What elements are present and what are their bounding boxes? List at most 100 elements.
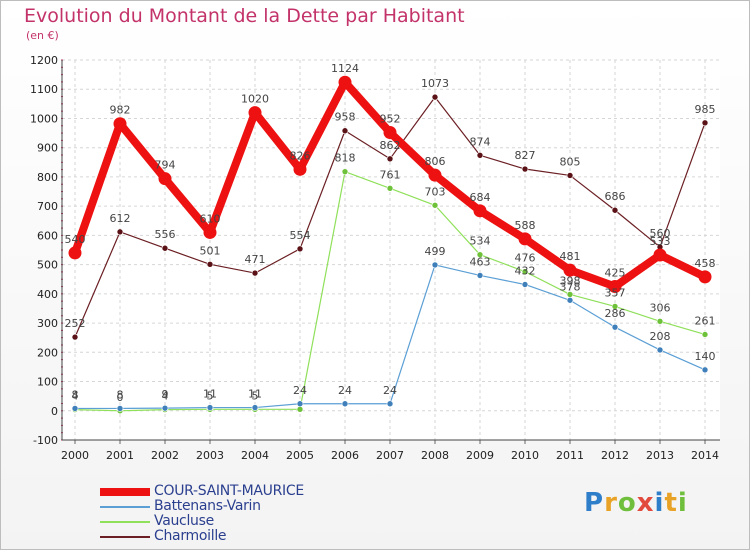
x-tick-label: 2000 [61, 449, 89, 462]
data-point [611, 206, 619, 214]
chart-title: Evolution du Montant de la Dette par Hab… [24, 5, 465, 27]
data-point [476, 251, 484, 258]
data-point [653, 248, 667, 262]
data-label: 818 [335, 152, 356, 165]
data-point [161, 404, 169, 412]
series-layer [68, 75, 712, 415]
data-point [251, 269, 259, 277]
data-point [656, 346, 664, 354]
data-point [341, 400, 349, 408]
data-point [611, 303, 619, 310]
x-tick-label: 2006 [331, 449, 359, 462]
x-tick-label: 2011 [556, 449, 584, 462]
logo-letter: i [654, 488, 665, 518]
data-label: 481 [560, 250, 581, 263]
data-point [428, 168, 442, 182]
data-label: 4 [72, 390, 79, 403]
data-label: 378 [560, 280, 581, 293]
data-label: 463 [470, 255, 491, 268]
data-label: 261 [695, 314, 716, 327]
x-tick-label: 2008 [421, 449, 449, 462]
data-label: 11 [248, 388, 262, 401]
data-label: 534 [470, 235, 491, 248]
data-label: 24 [293, 384, 307, 397]
data-point [248, 106, 262, 120]
data-point [206, 261, 214, 268]
data-label: 1073 [421, 77, 449, 90]
y-tick-label: 600 [37, 229, 58, 242]
y-tick-label: 1100 [30, 83, 58, 96]
data-label: 499 [425, 245, 446, 258]
data-label: 24 [383, 384, 397, 397]
data-label: 560 [650, 227, 671, 240]
data-label: 862 [380, 139, 401, 152]
logo-letter: t [664, 488, 678, 518]
data-point [566, 296, 574, 304]
data-point [608, 280, 622, 294]
data-point [296, 245, 304, 253]
data-point [71, 333, 79, 341]
data-point [293, 162, 307, 176]
data-label: 252 [65, 317, 86, 330]
legend-label: Charmoille [154, 528, 227, 544]
data-point [701, 331, 709, 338]
data-point [386, 155, 394, 163]
x-tick-label: 2003 [196, 449, 224, 462]
data-label: 471 [245, 253, 266, 266]
y-tick-label: -100 [33, 434, 58, 447]
data-point [521, 281, 529, 288]
data-point [161, 244, 169, 252]
data-point [521, 165, 529, 173]
data-label: 458 [695, 257, 716, 270]
data-label: 5 [207, 389, 214, 402]
y-tick-label: 1000 [30, 112, 58, 125]
data-point [473, 204, 487, 218]
data-label: 9 [162, 388, 169, 401]
data-label: 874 [470, 135, 491, 148]
y-tick-label: 200 [37, 346, 58, 359]
y-tick-label: 500 [37, 259, 58, 272]
data-point [158, 172, 172, 186]
axes: -100 0 100 200 300 400 500 600 700 800 900 1000 1100… [30, 54, 720, 462]
x-tick-label: 2002 [151, 449, 179, 462]
data-label: 1020 [241, 93, 269, 106]
x-tick-label: 2004 [241, 449, 269, 462]
data-point [431, 261, 439, 269]
data-label: 826 [290, 149, 311, 162]
data-label: 11 [203, 388, 217, 401]
data-label: 540 [65, 233, 86, 246]
x-tick-label: 2013 [646, 449, 674, 462]
data-label: 0 [117, 391, 124, 404]
logo-letter: P [584, 488, 605, 518]
x-tick-label: 2014 [691, 449, 719, 462]
x-tick-label: 2009 [466, 449, 494, 462]
data-label: 703 [425, 185, 446, 198]
data-point [251, 404, 259, 411]
data-label: 357 [605, 286, 626, 299]
data-point [476, 151, 484, 159]
data-label: 140 [695, 350, 716, 363]
data-point [386, 185, 394, 192]
data-label: 805 [560, 155, 581, 168]
data-point [296, 406, 304, 413]
data-label: 432 [515, 264, 536, 277]
data-label: 554 [290, 229, 311, 242]
chart-subtitle: (en €) [26, 29, 59, 42]
data-label: 686 [605, 190, 626, 203]
y-tick-label: 700 [37, 200, 58, 213]
data-label: 501 [200, 244, 221, 257]
x-tick-label: 2005 [286, 449, 314, 462]
data-point [71, 405, 79, 412]
data-point [383, 125, 397, 139]
logo-letter: o [617, 488, 637, 518]
data-label: 794 [155, 159, 176, 172]
data-point [206, 404, 214, 411]
x-tick-label: 2010 [511, 449, 539, 462]
y-tick-label: 800 [37, 171, 58, 184]
data-point [563, 263, 577, 277]
y-tick-label: 100 [37, 376, 58, 389]
data-label: 398 [560, 274, 581, 287]
data-label: 952 [380, 112, 401, 125]
data-label: 982 [110, 104, 131, 117]
